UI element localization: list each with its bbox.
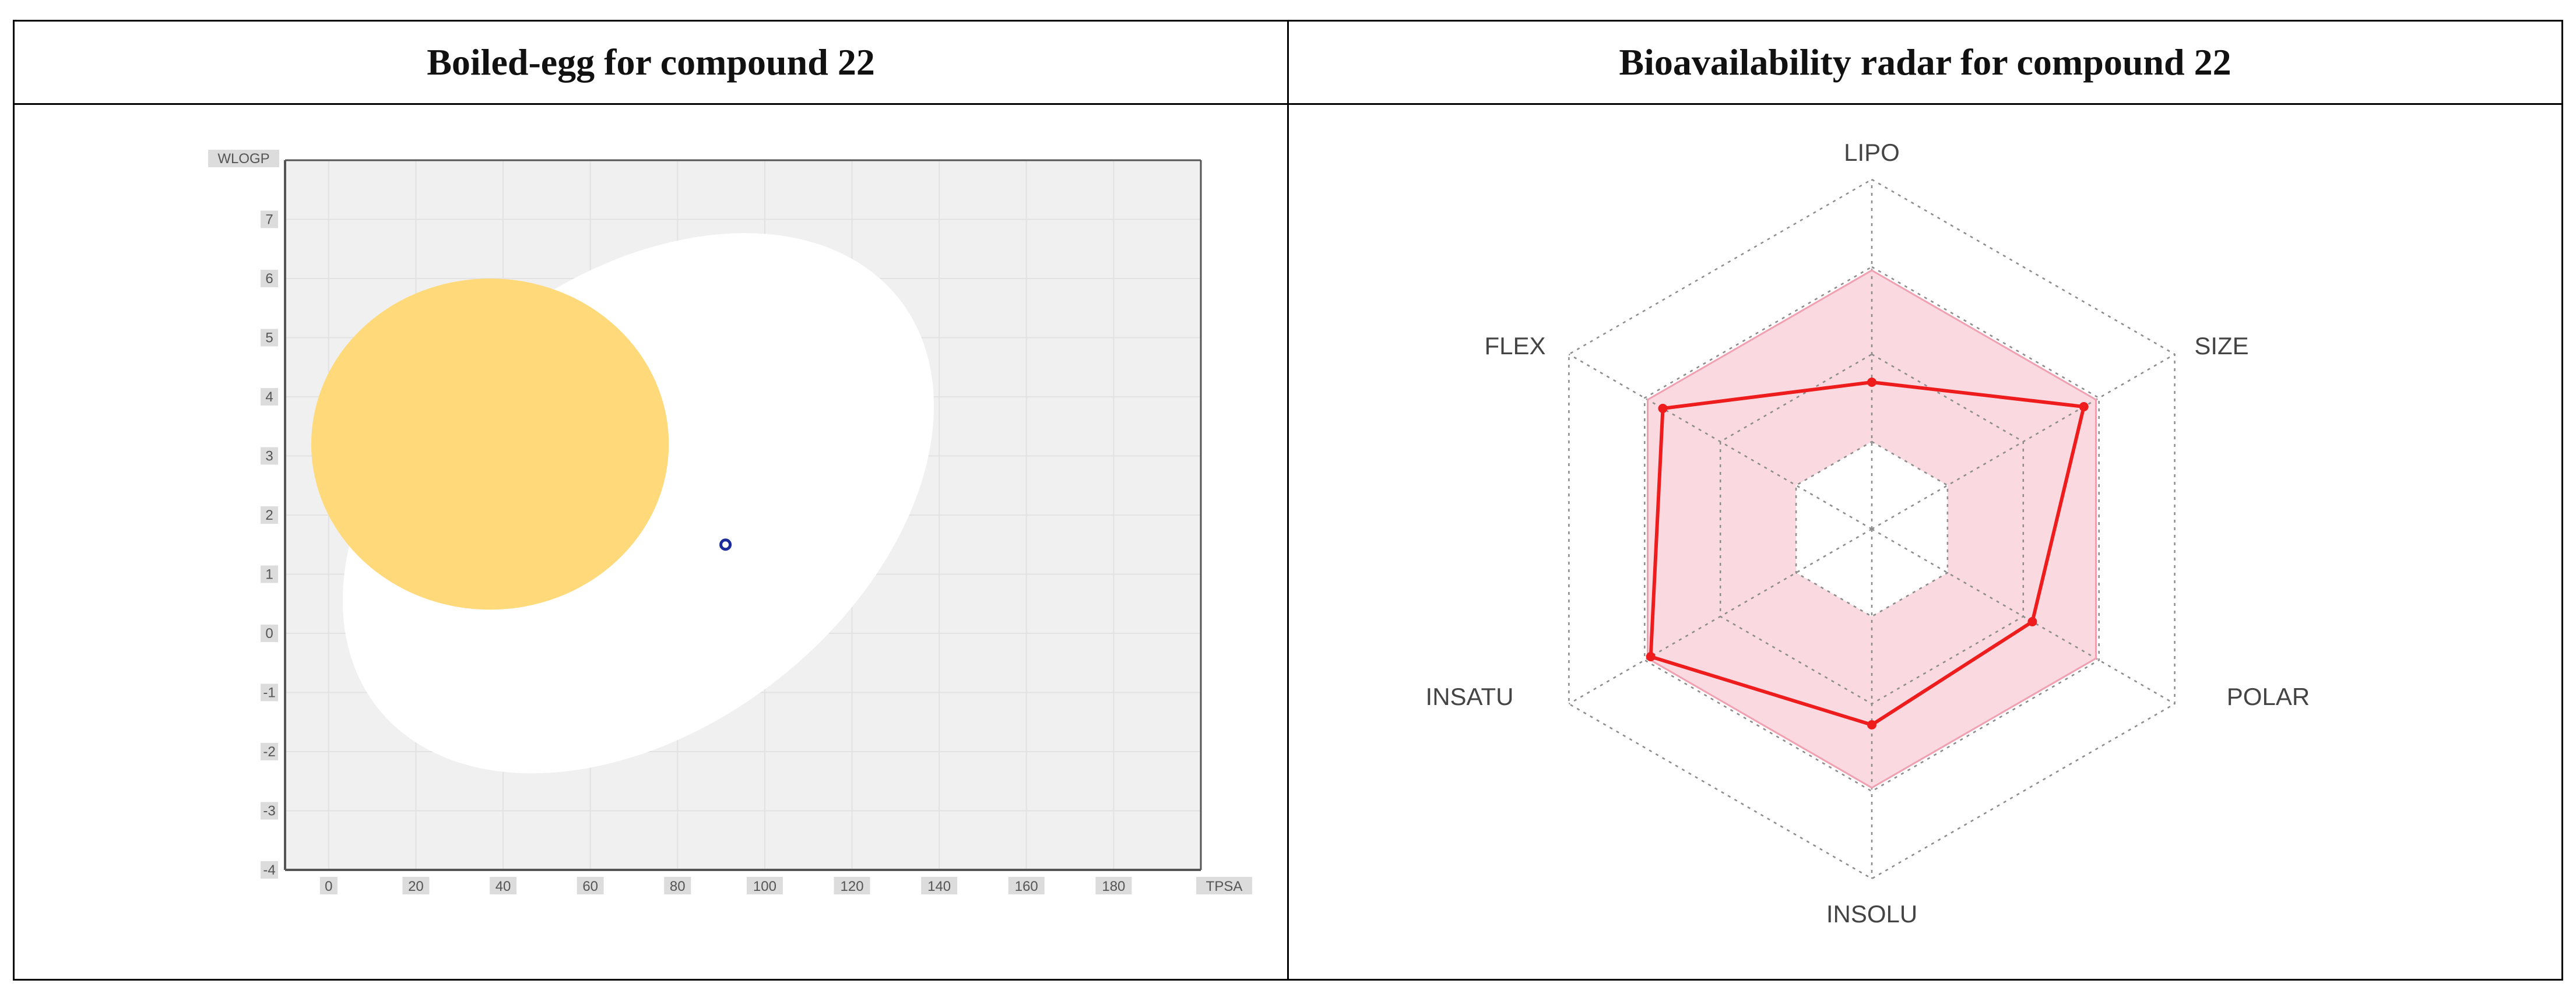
x-tick-label-bg — [1008, 877, 1045, 894]
y-tick-label-bg — [261, 447, 278, 465]
y-tick-label-bg — [261, 802, 278, 820]
y-tick-label: 5 — [265, 330, 273, 346]
data-point — [719, 538, 732, 551]
x-tick-label-bg — [921, 877, 958, 894]
y-tick-label-bg — [261, 388, 278, 406]
right-panel-title: Bioavailability radar for compound 22 — [1287, 20, 2563, 105]
y-axis-title-bg — [208, 150, 279, 167]
y-tick-label-bg — [261, 743, 278, 760]
x-tick-label: 20 — [408, 879, 424, 894]
y-tick-label: 1 — [265, 567, 273, 583]
y-tick-label: 3 — [265, 449, 273, 464]
optimal-range-outer-edge — [1647, 269, 2097, 789]
compound-series-point — [1646, 652, 1656, 661]
compound-series-point — [1658, 404, 1668, 413]
x-tick-label-bg — [319, 877, 338, 894]
radar-axis-label: SIZE — [2194, 332, 2248, 359]
y-tick-label: 0 — [265, 626, 273, 641]
boiled-egg-chart: 7 6 5 4 3 2 1 0 -1 -2 -3 -4 0 20 40 60 80 100 120 140 160 180… — [208, 150, 1252, 894]
y-axis-title: WLOGP — [217, 151, 269, 167]
y-tick-label: 4 — [265, 389, 273, 405]
x-tick-label-bg — [746, 877, 783, 894]
x-tick-label-bg — [577, 877, 604, 894]
radar-axis-label: INSOLU — [1826, 900, 1917, 928]
y-tick-label: -4 — [263, 862, 275, 878]
radar-axis-label: INSATU — [1426, 683, 1514, 710]
radar-axis-label: FLEX — [1484, 332, 1545, 359]
egg-yolk-region — [311, 279, 669, 610]
x-tick-label-bg — [664, 877, 691, 894]
y-tick-label: -1 — [263, 685, 275, 701]
x-tick-label: 180 — [1102, 879, 1125, 894]
x-tick-label-bg — [1095, 877, 1132, 894]
radar-spoke — [1871, 528, 2176, 705]
y-tick-label-bg — [261, 683, 278, 702]
radar-axis-label: POLAR — [2227, 683, 2310, 710]
y-tick-label: 7 — [265, 212, 273, 228]
x-tick-label-bg — [490, 877, 517, 894]
x-tick-label-bg — [402, 877, 430, 894]
x-tick-label: 120 — [841, 879, 864, 894]
y-tick-label: -3 — [263, 803, 275, 819]
x-tick-label: 160 — [1015, 879, 1038, 894]
y-tick-label: 2 — [265, 507, 273, 523]
compound-series-point — [2027, 617, 2037, 626]
y-tick-label-bg — [261, 625, 278, 642]
radar-cell: LIPO SIZE POLAR INSOLU INSATU FLEX — [1287, 103, 2563, 981]
radar-spoke — [1568, 353, 1872, 530]
y-tick-label-bg — [261, 861, 278, 879]
y-tick-label-bg — [261, 329, 278, 347]
y-tick-label: -2 — [263, 744, 275, 760]
radar-grid-ring — [1644, 266, 2100, 792]
x-tick-label: 40 — [495, 879, 511, 894]
radar-spoke — [1871, 353, 2176, 530]
x-tick-label: 100 — [753, 879, 776, 894]
optimal-range-band — [1647, 270, 2096, 788]
radar-spoke — [1568, 528, 1872, 705]
x-tick-label: 140 — [927, 879, 951, 894]
y-tick-label-bg — [261, 210, 278, 228]
figure-table: Boiled-egg for compound 22 Bioavailabili… — [13, 20, 2563, 981]
compound-series-point — [2079, 402, 2089, 411]
x-tick-label: 80 — [670, 879, 686, 894]
x-axis-title-bg — [1196, 877, 1252, 894]
compound-series-point — [1867, 378, 1876, 387]
x-tick-label: 60 — [582, 879, 598, 894]
y-tick-label-bg — [261, 270, 278, 287]
left-panel-title: Boiled-egg for compound 22 — [13, 20, 1289, 105]
x-axis-title: TPSA — [1206, 879, 1243, 894]
radar-axis-label: LIPO — [1844, 139, 1900, 166]
boiled-egg-cell: 7 6 5 4 3 2 1 0 -1 -2 -3 -4 0 20 40 60 80 100 120 140 160 180… — [13, 103, 1289, 981]
y-tick-label: 6 — [265, 271, 273, 287]
compound-series-point — [1867, 720, 1876, 729]
x-tick-label: 0 — [325, 879, 332, 894]
y-tick-label-bg — [261, 506, 278, 524]
bioavailability-radar-chart: LIPO SIZE POLAR INSOLU INSATU FLEX — [1426, 139, 2310, 928]
x-tick-label-bg — [834, 877, 870, 894]
y-tick-label-bg — [261, 565, 278, 583]
